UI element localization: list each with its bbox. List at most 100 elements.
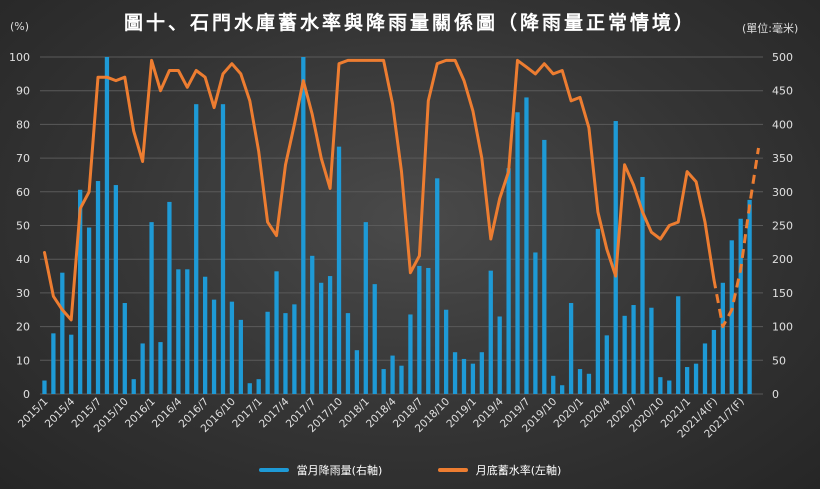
rainfall-bar-50 bbox=[488, 270, 493, 394]
rainfall-bar-17 bbox=[194, 104, 199, 395]
rainfall-bar-22 bbox=[238, 319, 243, 394]
left-tick-label-7: 70 bbox=[16, 152, 30, 165]
rainfall-bar-29 bbox=[301, 57, 306, 394]
x-axis-ticks: 2015/12015/42015/72015/102016/12016/4201… bbox=[16, 395, 747, 440]
rainfall-bar-58 bbox=[560, 385, 565, 394]
rainfall-bar-38 bbox=[381, 369, 386, 394]
chart-title: 圖十、石門水庫蓄水率與降雨量關係圖（降雨量正常情境） bbox=[123, 12, 696, 34]
rainfall-bar-32 bbox=[327, 276, 333, 394]
rainfall-bar-76 bbox=[720, 282, 725, 394]
rainfall-bar-23 bbox=[247, 383, 252, 394]
rainfall-bar-75 bbox=[711, 329, 717, 394]
rainfall-bar-11 bbox=[140, 343, 145, 394]
rainfall-bar-72 bbox=[684, 367, 690, 394]
rainfall-bar-62 bbox=[595, 228, 601, 394]
left-tick-label-4: 40 bbox=[16, 253, 30, 266]
rainfall-bar-33 bbox=[336, 146, 342, 394]
rainfall-bar-63 bbox=[604, 335, 609, 394]
rainfall-bar-59 bbox=[568, 303, 574, 394]
rainfall-bar-18 bbox=[202, 276, 208, 394]
right-tick-label-10: 500 bbox=[772, 51, 793, 64]
rainfall-bar-66 bbox=[631, 305, 636, 394]
rainfall-bar-68 bbox=[649, 307, 654, 394]
rainfall-bar-74 bbox=[702, 343, 708, 394]
rainfall-bar-71 bbox=[676, 296, 681, 394]
rainfall-bar-54 bbox=[524, 97, 529, 394]
right-tick-label-6: 300 bbox=[772, 186, 793, 199]
rainfall-bar-57 bbox=[551, 375, 556, 394]
right-tick-label-2: 100 bbox=[772, 321, 793, 334]
rainfall-bar-39 bbox=[390, 355, 395, 394]
left-tick-label-5: 50 bbox=[16, 220, 30, 233]
rainfall-bar-44 bbox=[435, 178, 440, 394]
rainfall-bar-34 bbox=[345, 313, 351, 394]
right-tick-label-0: 0 bbox=[772, 388, 779, 401]
rainfall-bar-52 bbox=[506, 168, 511, 394]
rainfall-bar-77 bbox=[729, 240, 734, 394]
rainfall-bar-14 bbox=[167, 201, 172, 394]
rainfall-bar-16 bbox=[185, 269, 190, 394]
rainfall-bar-13 bbox=[158, 342, 163, 394]
rainfall-bar-79 bbox=[747, 199, 752, 394]
right-tick-label-8: 400 bbox=[772, 118, 793, 131]
rainfall-bar-61 bbox=[586, 373, 592, 394]
rainfall-bar-15 bbox=[176, 269, 181, 394]
right-tick-label-1: 50 bbox=[772, 354, 786, 367]
rainfall-bar-67 bbox=[640, 176, 645, 394]
legend-label-rainfall: 當月降雨量(右軸) bbox=[296, 464, 383, 477]
rainfall-bar-37 bbox=[372, 284, 377, 394]
rainfall-bar-78 bbox=[738, 218, 743, 394]
rainfall-bar-42 bbox=[417, 265, 422, 394]
rainfall-bar-12 bbox=[149, 222, 154, 394]
legend: 當月降雨量(右軸) 月底蓄水率(左軸) bbox=[0, 462, 820, 478]
rainfall-bar-53 bbox=[515, 112, 520, 394]
left-tick-label-8: 80 bbox=[16, 118, 30, 131]
rainfall-bar-5 bbox=[86, 227, 92, 394]
legend-swatch-rainfall bbox=[258, 468, 289, 472]
rainfall-bar-25 bbox=[265, 311, 270, 394]
rainfall-bar-28 bbox=[292, 304, 297, 394]
rainfall-bar-40 bbox=[399, 365, 404, 394]
rainfall-bar-19 bbox=[211, 299, 217, 394]
rainfall-bar-26 bbox=[274, 271, 279, 394]
rainfall-bar-10 bbox=[131, 379, 136, 394]
rainfall-bar-7 bbox=[104, 57, 110, 394]
rainfall-bar-41 bbox=[408, 314, 413, 394]
left-tick-label-0: 0 bbox=[23, 388, 30, 401]
storage-line-actual bbox=[43, 58, 716, 322]
rainfall-bar-9 bbox=[122, 303, 127, 394]
rainfall-bar-24 bbox=[256, 379, 261, 394]
rainfall-bar-3 bbox=[69, 334, 74, 394]
rainfall-bar-65 bbox=[622, 315, 627, 394]
storage-line-forecast bbox=[712, 147, 760, 329]
left-tick-label-9: 90 bbox=[16, 85, 30, 98]
rainfall-bar-47 bbox=[461, 358, 467, 394]
rainfall-bar-27 bbox=[283, 313, 288, 394]
rainfall-bar-36 bbox=[363, 222, 368, 394]
right-tick-label-4: 200 bbox=[772, 253, 793, 266]
rainfall-bar-55 bbox=[533, 252, 538, 394]
rainfall-bar-46 bbox=[452, 352, 458, 394]
rainfall-bar-8 bbox=[113, 185, 119, 394]
right-tick-label-5: 250 bbox=[772, 220, 793, 233]
rainfall-bar-2 bbox=[60, 272, 65, 394]
rainfall-bar-21 bbox=[229, 301, 235, 394]
rainfall-bar-1 bbox=[51, 333, 56, 394]
left-axis-unit: (%) bbox=[10, 20, 30, 33]
rainfall-bar-43 bbox=[426, 267, 431, 394]
rainfall-bar-0 bbox=[42, 380, 47, 394]
right-tick-label-7: 350 bbox=[772, 152, 793, 165]
rainfall-bar-4 bbox=[78, 189, 83, 394]
left-tick-label-6: 60 bbox=[16, 186, 30, 199]
left-tick-label-3: 30 bbox=[16, 287, 30, 300]
storage-rate-line bbox=[43, 58, 760, 329]
rainfall-bar-31 bbox=[319, 282, 324, 394]
left-tick-label-2: 20 bbox=[16, 321, 30, 334]
rainfall-bar-20 bbox=[220, 104, 226, 395]
rainfall-bar-60 bbox=[577, 369, 583, 394]
rainfall-bar-51 bbox=[497, 316, 502, 394]
right-axis-unit: (單位:毫米) bbox=[742, 22, 799, 35]
rainfall-bar-49 bbox=[479, 352, 484, 394]
rainfall-bar-30 bbox=[310, 255, 315, 394]
